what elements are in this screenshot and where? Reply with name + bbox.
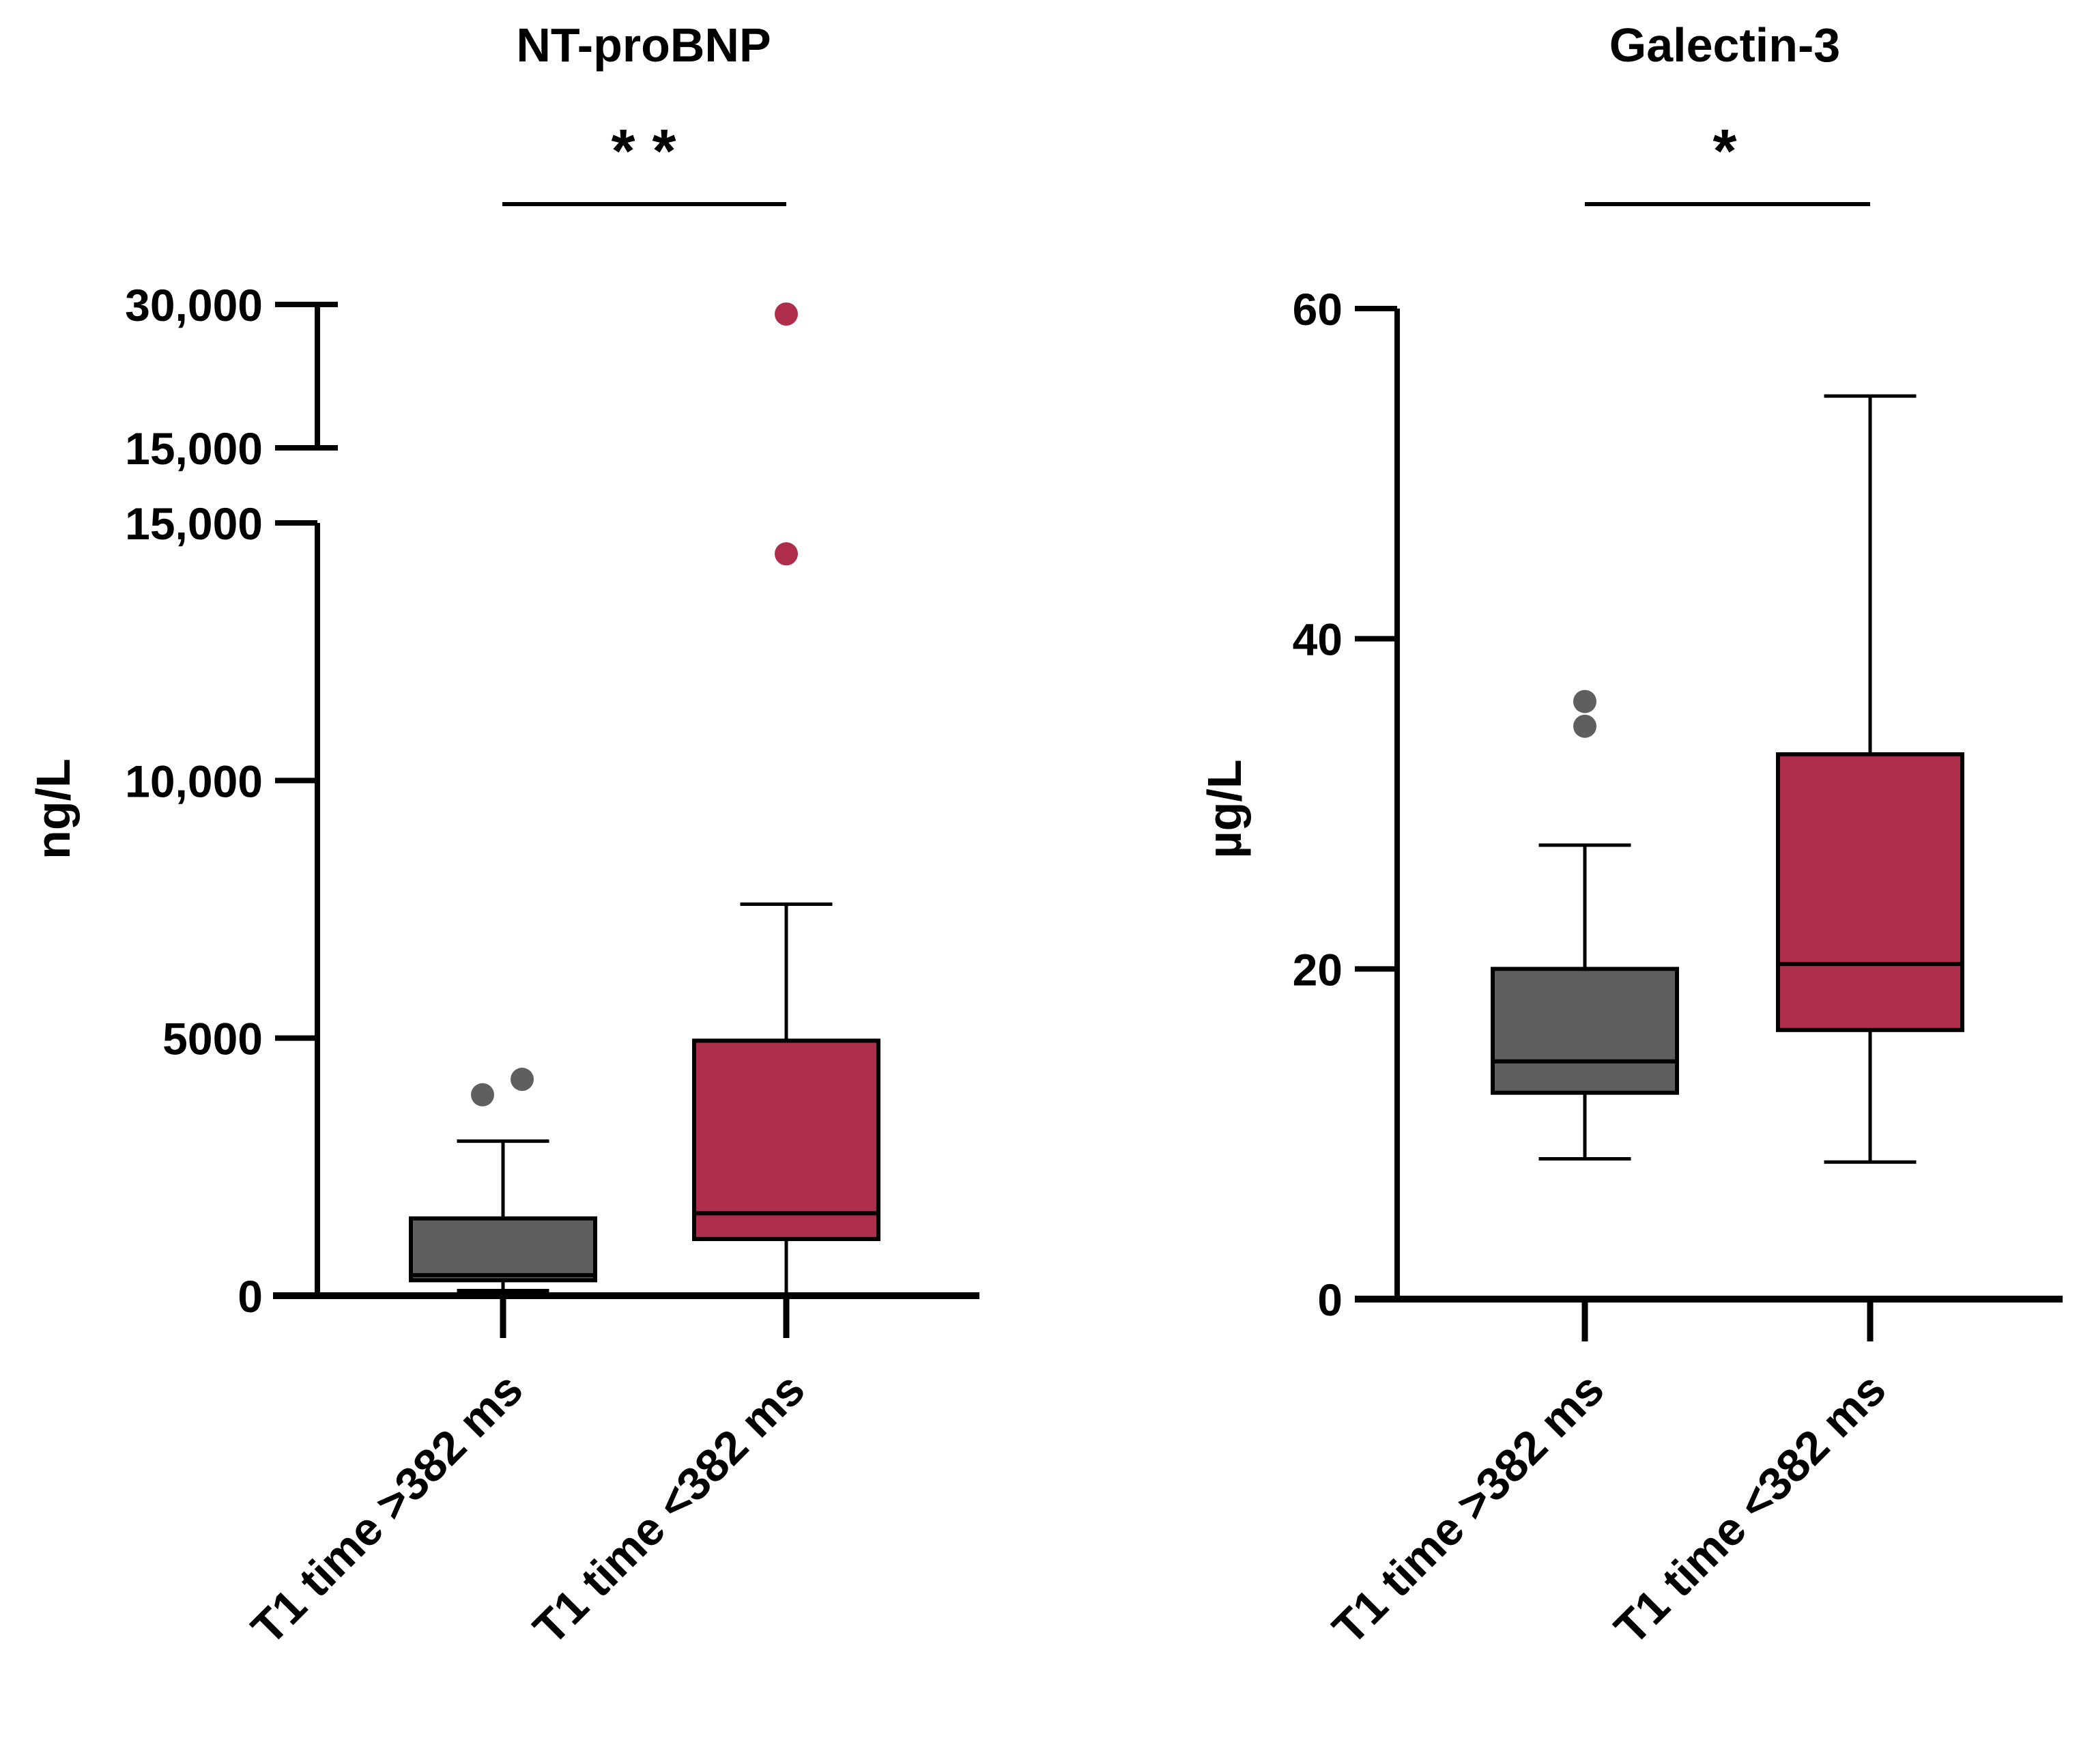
y-tick-label: 30,000 xyxy=(125,280,263,330)
significance-label: * * xyxy=(611,117,676,186)
y-tick-label: 10,000 xyxy=(125,756,263,806)
x-tick-label: T1 time >382 ms xyxy=(242,1363,533,1655)
box-gt-382 xyxy=(409,1216,597,1283)
outlier-point xyxy=(775,302,798,326)
box-lt-382 xyxy=(692,1038,880,1241)
chart-title: Galectin-3 xyxy=(1609,18,1840,72)
outlier-point xyxy=(1573,689,1596,713)
plot-area xyxy=(1491,394,1964,1164)
y-axis: 0 20 40 60 xyxy=(1293,284,2063,1341)
y-tick-label: 0 xyxy=(1317,1275,1343,1325)
y-axis-label: ng/L xyxy=(27,758,80,859)
x-axis: T1 time >382 ms T1 time <382 ms xyxy=(1323,1363,1896,1655)
y-axis: 0 5000 10,000 15,000 15,000 30,000 xyxy=(125,280,979,1338)
outlier-point xyxy=(511,1068,534,1092)
x-axis: T1 time >382 ms T1 time <382 ms xyxy=(242,1363,815,1655)
y-tick-label: 15,000 xyxy=(125,498,263,549)
x-tick-label: T1 time <382 ms xyxy=(524,1363,815,1655)
nt-probnp-panel: NT-proBNP * * ng/L 0 5000 10,000 15,000 15,0… xyxy=(27,18,979,1654)
plot-area xyxy=(409,302,880,1298)
outlier-point xyxy=(775,542,798,566)
box-gt-382 xyxy=(1491,967,1679,1095)
y-tick-label: 5000 xyxy=(162,1014,263,1064)
outlier-point xyxy=(471,1083,494,1107)
galectin-3-panel: Galectin-3 * µg/L 0 20 40 60 T1 time >382 m… xyxy=(1198,18,2063,1654)
significance-label: * xyxy=(1712,117,1736,186)
outlier-point xyxy=(1573,714,1596,738)
chart-title: NT-proBNP xyxy=(516,18,771,72)
y-tick-label: 0 xyxy=(238,1271,263,1322)
y-tick-label: 40 xyxy=(1293,614,1343,665)
x-tick-label: T1 time <382 ms xyxy=(1605,1363,1896,1655)
y-tick-label: 60 xyxy=(1293,284,1343,335)
box-lt-382 xyxy=(1776,752,1964,1032)
y-axis-label: µg/L xyxy=(1198,759,1251,858)
y-tick-label: 20 xyxy=(1293,944,1343,995)
x-tick-label: T1 time >382 ms xyxy=(1323,1363,1614,1655)
y-tick-label: 15,000 xyxy=(125,423,263,474)
